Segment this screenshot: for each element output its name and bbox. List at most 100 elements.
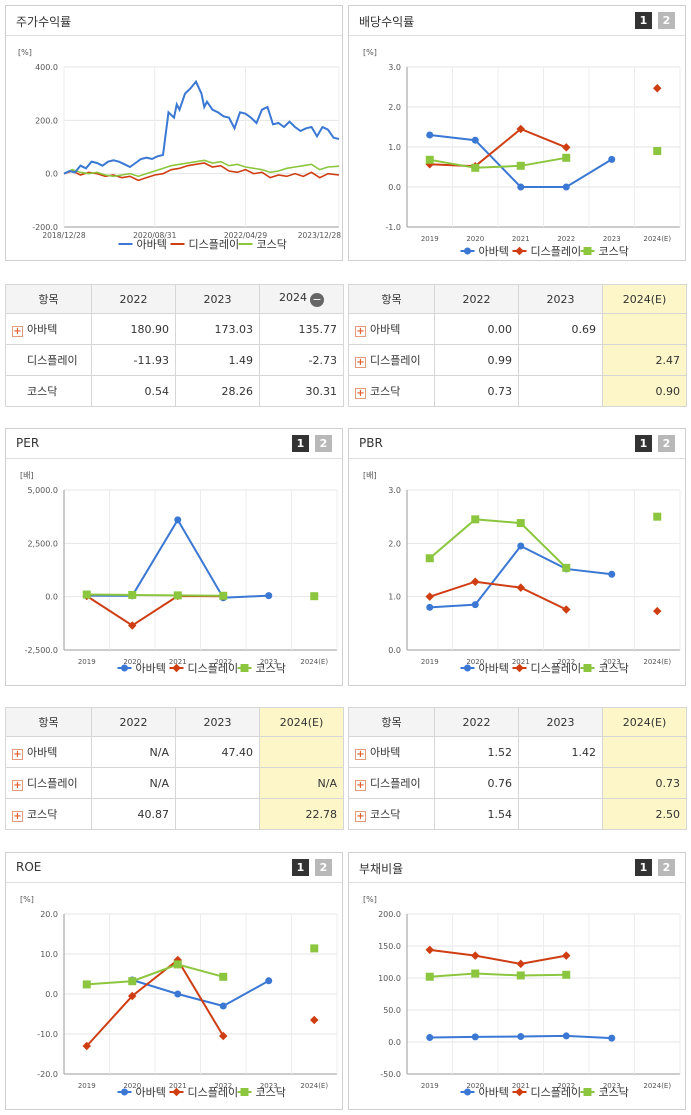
table-row: + 아바텍 1.52 1.42 [348,736,687,768]
x-tick-label: 2020 [123,658,141,666]
legend-marker [240,664,249,672]
table-cell: 0.69 [518,313,603,345]
row-label-text: 코스닥 [370,385,401,398]
tab-2-button[interactable]: 2 [658,435,675,452]
table-cell [259,736,344,768]
expand-icon[interactable]: + [12,326,23,337]
table-cell: 0.54 [91,375,176,407]
pbr-chart: [배] 3.0 2.0 1.0 0.0 2019 2020 2021 2022 2023 2024(… [363,471,681,675]
table-cell: 28.26 [175,375,260,407]
legend-label: 디스플레이 [189,238,240,251]
data-point [562,563,571,572]
tab-2-button[interactable]: 2 [658,12,675,29]
legend-marker [464,247,471,255]
tab-1-button[interactable]: 1 [635,859,652,876]
data-point [425,592,434,601]
y-tick-label: 0.0 [388,1038,401,1047]
column-header: 항목 [5,284,92,314]
data-point [471,163,480,172]
row-label: 코스닥 [5,375,92,407]
legend-label: 코스닥 [599,245,629,258]
data-point [128,621,137,630]
row-label: + 아바텍 [348,736,435,768]
tab-2-button[interactable]: 2 [315,435,332,452]
data-point [471,515,480,524]
y-tick-label: 200.0 [35,116,58,125]
x-tick-label: 2021 [169,658,187,666]
x-tick-label: 2022 [557,235,575,243]
row-label-text: 디스플레이 [370,777,421,790]
legend-item: 아바텍 [460,1086,509,1099]
expand-icon[interactable]: + [355,749,366,760]
expand-icon[interactable]: + [355,811,366,822]
panel-title: PBR [359,436,383,450]
data-point [562,1032,570,1040]
column-header: 항목 [5,707,92,737]
legend-label: 코스닥 [599,662,629,675]
row-label-text: 디스플레이 [370,354,421,367]
data-point [219,1002,227,1010]
data-point [562,605,571,614]
legend-marker [121,664,128,672]
tab-1-button[interactable]: 1 [292,435,309,452]
expand-icon[interactable]: + [12,780,23,791]
y-tick-label: -20.0 [37,1070,58,1079]
row-label-text: 디스플레이 [27,777,78,790]
stock-return-panel: 주가수익률 [%] 400.0 200.0 0.0 -200.0 2018/12/28 20… [5,5,343,261]
x-tick-label: 2024(E) [300,658,328,666]
tab-2-button[interactable]: 2 [658,859,675,876]
series-line-1 [131,979,270,1008]
collapse-icon[interactable]: − [310,293,324,307]
expand-icon[interactable]: + [12,749,23,760]
series-line-2 [86,958,225,1047]
expand-icon[interactable]: + [355,357,366,368]
series-line-2 [429,127,567,168]
y-tick-label: 0.0 [388,646,401,655]
row-label: + 아바텍 [5,313,92,345]
expand-icon[interactable]: + [355,388,366,399]
legend-item: 아바텍 [460,662,509,675]
dividend-yield-chart: [%] 3.0 2.0 1.0 0.0 -1.0 2019 2020 2021 2022 2023 2… [363,48,681,258]
tab-1-button[interactable]: 1 [635,12,652,29]
column-header: 2023 [518,284,603,314]
expand-icon[interactable]: + [355,780,366,791]
panel-header: 주가수익률 [6,6,342,36]
row-label: 디스플레이 [5,344,92,376]
tab-1-button[interactable]: 1 [292,859,309,876]
row-label: + 코스닥 [5,798,92,830]
y-unit-label: [%] [20,895,34,904]
x-tick-label: 2021 [512,1082,530,1090]
expand-icon[interactable]: + [12,811,23,822]
data-point [82,980,91,989]
legend-item: 코스닥 [580,245,629,258]
table-cell [518,344,603,376]
data-point [425,554,434,563]
panel-title: ROE [16,860,42,874]
series-line-1 [429,134,613,188]
x-tick-label: 2018/12/28 [42,231,85,240]
y-tick-label: 2.0 [388,103,401,112]
x-tick-label: 2023/12/28 [298,231,341,240]
row-label: + 디스플레이 [5,767,92,799]
table-cell: 47.40 [175,736,260,768]
y-tick-label: 10.0 [40,950,58,959]
table-cell: 2.50 [602,798,687,830]
expand-icon[interactable]: + [355,326,366,337]
column-header: 2023 [175,284,260,314]
series-line-3 [429,156,567,169]
column-header: 2022 [91,284,176,314]
x-tick-label: 2024(E) [300,1082,328,1090]
legend-label: 디스플레이 [531,662,582,675]
data-point [174,990,182,998]
table-cell [175,798,260,830]
data-point [425,945,434,955]
tab-2-button[interactable]: 2 [315,859,332,876]
data-point [310,944,319,953]
stock-return-table: 항목 2022 2023 2024− + 아바텍 180.90 173.03 135.7… [5,284,344,407]
x-tick-label: 2020 [123,1082,141,1090]
table-cell: 40.87 [91,798,176,830]
tab-1-button[interactable]: 1 [635,435,652,452]
